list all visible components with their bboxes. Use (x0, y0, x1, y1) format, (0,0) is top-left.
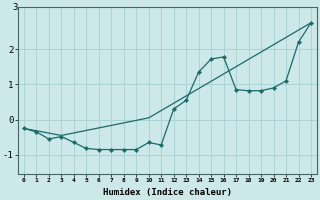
X-axis label: Humidex (Indice chaleur): Humidex (Indice chaleur) (103, 188, 232, 197)
Text: 3: 3 (12, 3, 18, 12)
